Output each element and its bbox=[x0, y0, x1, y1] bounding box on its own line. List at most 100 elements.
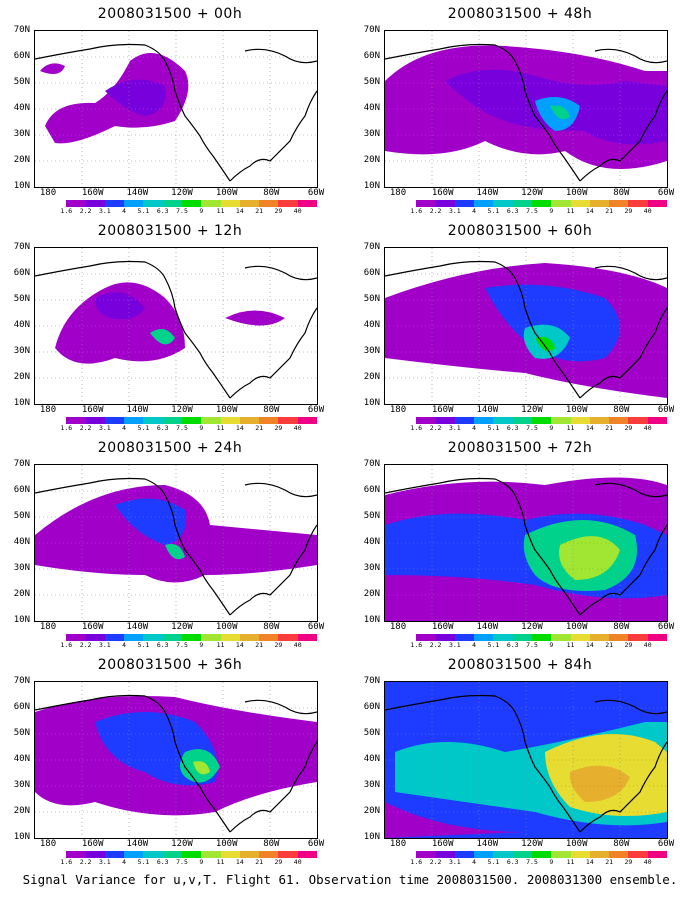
panel-title: 2008031500 + 48h bbox=[447, 6, 593, 22]
colorbar-legend: 1.6 2.2 3.1 4 5.1 6.3 7.5 9 11 14 21 29 40 bbox=[397, 634, 667, 652]
contour-region bbox=[569, 765, 630, 802]
colorbar-swatch bbox=[493, 200, 513, 207]
colorbar-label: 1.6 bbox=[410, 641, 423, 649]
latitude-tick-label: 20N bbox=[13, 372, 30, 382]
latitude-tick-label: 70N bbox=[363, 242, 380, 252]
contour-region bbox=[385, 802, 525, 838]
colorbar-swatch bbox=[85, 851, 105, 858]
colorbar-swatch bbox=[570, 634, 590, 641]
latitude-tick-label: 60N bbox=[13, 268, 30, 278]
colorbar-swatch bbox=[143, 200, 163, 207]
variance-contour-map bbox=[385, 248, 667, 404]
colorbar-swatch bbox=[85, 417, 105, 424]
longitude-tick-label: 140W bbox=[126, 622, 149, 632]
colorbar-legend: 1.6 2.2 3.1 4 5.1 6.3 7.5 9 11 14 21 29 40 bbox=[47, 634, 317, 652]
latitude-axis: 70N 60N 50N 40N 30N 20N 10N bbox=[0, 242, 32, 408]
latitude-tick-label: 40N bbox=[13, 754, 30, 764]
colorbar-swatch bbox=[531, 417, 552, 424]
colorbar-label: 9 bbox=[549, 858, 554, 866]
colorbar-swatch bbox=[259, 634, 279, 641]
colorbar-label: 1.6 bbox=[60, 207, 73, 215]
latitude-tick-label: 70N bbox=[363, 25, 380, 35]
latitude-tick-label: 10N bbox=[13, 615, 30, 625]
longitude-tick-label: 180 bbox=[389, 622, 407, 632]
colorbar-label: 9 bbox=[199, 641, 204, 649]
longitude-axis: 180 160W 140W 120W 100W 80W 60W bbox=[384, 405, 674, 417]
colorbar-label: 7.5 bbox=[526, 641, 538, 649]
colorbar-swatch bbox=[628, 634, 648, 641]
colorbar-label: 11 bbox=[216, 641, 225, 649]
map-panel: 2008031500 + 72h 70N 60N 50N 40N 30N 20N 10N 180… bbox=[350, 434, 690, 649]
longitude-tick-label: 80W bbox=[263, 839, 280, 849]
colorbar-label: 2.2 bbox=[79, 424, 92, 432]
coastline bbox=[35, 694, 317, 833]
colorbar-swatch bbox=[628, 851, 648, 858]
contour-region bbox=[105, 79, 166, 116]
colorbar-label: 3.1 bbox=[98, 641, 111, 649]
colorbar-label: 21 bbox=[605, 858, 614, 866]
latitude-tick-label: 10N bbox=[363, 181, 380, 191]
colorbar-swatch bbox=[647, 417, 667, 424]
longitude-tick-label: 60W bbox=[657, 405, 675, 415]
colorbar-swatch bbox=[609, 417, 629, 424]
colorbar-swatch bbox=[647, 634, 667, 641]
latitude-tick-label: 70N bbox=[13, 242, 30, 252]
map-plot-area bbox=[34, 681, 318, 839]
latitude-tick-label: 40N bbox=[363, 103, 380, 113]
colorbar-swatch bbox=[104, 417, 125, 424]
latitude-tick-label: 40N bbox=[363, 320, 380, 330]
variance-contour-map bbox=[35, 465, 317, 621]
colorbar-swatch bbox=[551, 417, 571, 424]
colorbar-label: 40 bbox=[293, 858, 302, 866]
colorbar-label: 11 bbox=[566, 207, 575, 215]
colorbar-swatch bbox=[416, 634, 436, 641]
contour-region bbox=[485, 284, 620, 362]
longitude-tick-label: 180 bbox=[39, 188, 57, 198]
colorbar-label: 6.3 bbox=[156, 641, 169, 649]
latitude-tick-label: 50N bbox=[13, 511, 30, 521]
colorbar-swatch bbox=[104, 851, 125, 858]
colorbar-swatch bbox=[628, 417, 648, 424]
colorbar-label: 3.1 bbox=[448, 424, 461, 432]
panel-title: 2008031500 + 12h bbox=[97, 223, 243, 239]
variance-contour-map bbox=[385, 31, 667, 187]
map-plot-area bbox=[34, 247, 318, 405]
map-panel: 2008031500 + 84h 70N 60N 50N 40N 30N 20N 10N 180… bbox=[350, 651, 690, 866]
colorbar-label: 14 bbox=[585, 424, 594, 432]
latitude-tick-label: 50N bbox=[363, 728, 380, 738]
colorbar-label: 21 bbox=[255, 207, 264, 215]
colorbar-label: 14 bbox=[235, 858, 244, 866]
longitude-tick-label: 160W bbox=[431, 622, 454, 632]
colorbar-label: 4 bbox=[122, 207, 127, 215]
colorbar-swatch bbox=[201, 417, 221, 424]
colorbar-swatch bbox=[416, 417, 436, 424]
colorbar-label: 4 bbox=[122, 641, 127, 649]
colorbar-swatch bbox=[220, 634, 240, 641]
map-panel: 2008031500 + 12h 70N 60N 50N 40N 30N 20N 10N 180… bbox=[0, 217, 340, 432]
colorbar-swatch bbox=[201, 634, 221, 641]
contour-region bbox=[40, 63, 65, 75]
colorbar-label: 40 bbox=[643, 641, 652, 649]
colorbar-label: 1.6 bbox=[410, 207, 423, 215]
colorbar-label: 21 bbox=[255, 424, 264, 432]
colorbar-swatch bbox=[259, 417, 279, 424]
colorbar-swatch bbox=[589, 634, 610, 641]
colorbar-swatch bbox=[493, 851, 513, 858]
colorbar-label: 14 bbox=[585, 207, 594, 215]
colorbar-swatch bbox=[512, 417, 532, 424]
panel-title: 2008031500 + 72h bbox=[447, 440, 593, 456]
longitude-tick-label: 60W bbox=[657, 188, 675, 198]
colorbar-label: 40 bbox=[293, 424, 302, 432]
colorbar-label: 11 bbox=[216, 207, 225, 215]
longitude-axis: 180 160W 140W 120W 100W 80W 60W bbox=[34, 405, 324, 417]
latitude-tick-label: 70N bbox=[363, 676, 380, 686]
latitude-tick-label: 70N bbox=[13, 676, 30, 686]
colorbar-label: 2.2 bbox=[429, 207, 442, 215]
colorbar-label: 7.5 bbox=[526, 858, 538, 866]
colorbar-swatch bbox=[85, 634, 105, 641]
colorbar-label: 7.5 bbox=[176, 858, 188, 866]
longitude-tick-label: 80W bbox=[613, 839, 630, 849]
longitude-tick-label: 120W bbox=[171, 839, 193, 849]
latitude-axis: 70N 60N 50N 40N 30N 20N 10N bbox=[350, 459, 382, 625]
colorbar-label: 11 bbox=[566, 858, 575, 866]
